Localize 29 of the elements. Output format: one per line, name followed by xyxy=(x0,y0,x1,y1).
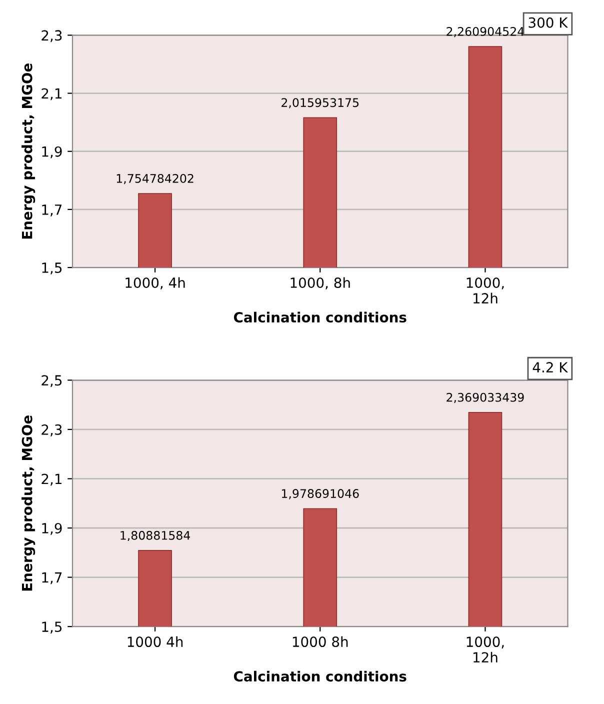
text: 4.2 K xyxy=(532,362,568,372)
y-tick-label: 1,9 xyxy=(42,146,62,158)
x-tick-label: 1000 8h xyxy=(292,636,348,648)
text: 300 K xyxy=(528,17,568,28)
data-label: 1,978691046 xyxy=(282,489,359,500)
y-tick-label: 2,1 xyxy=(42,88,62,100)
x-tick-label: 1000, 4h xyxy=(126,277,185,290)
x-tick-label: 1000, 8h xyxy=(290,277,350,290)
y-tick-label: 2,3 xyxy=(42,424,62,436)
y-tick-label: 1,5 xyxy=(42,622,62,634)
data-label: 2,369033439 xyxy=(446,392,524,404)
data-label: 2,015953175 xyxy=(282,98,359,108)
x-tick-label: 1000, 12h xyxy=(466,277,504,304)
y-tick-label: 1,5 xyxy=(42,262,62,274)
data-label: 2,260904524 xyxy=(446,27,524,38)
y-tick-label: 1,9 xyxy=(42,522,62,535)
y-tick-label: 2,5 xyxy=(42,375,62,388)
y-tick-label: 2,3 xyxy=(42,30,62,42)
y-axis-title: Energy product, MGOe xyxy=(22,415,36,591)
y-axis-title: Energy product, MGOe xyxy=(22,63,36,239)
x-tick-label: 1000 4h xyxy=(128,636,183,648)
data-label: 1,80881584 xyxy=(120,530,190,542)
x-axis-title: Calcination conditions xyxy=(234,312,406,323)
data-label: 1,754784202 xyxy=(116,174,194,184)
x-axis-title: Calcination conditions xyxy=(234,670,406,682)
y-tick-label: 1,7 xyxy=(42,204,62,216)
y-tick-label: 2,1 xyxy=(42,474,62,486)
x-tick-label: 1000, 12h xyxy=(466,636,504,662)
y-tick-label: 1,7 xyxy=(42,572,62,584)
